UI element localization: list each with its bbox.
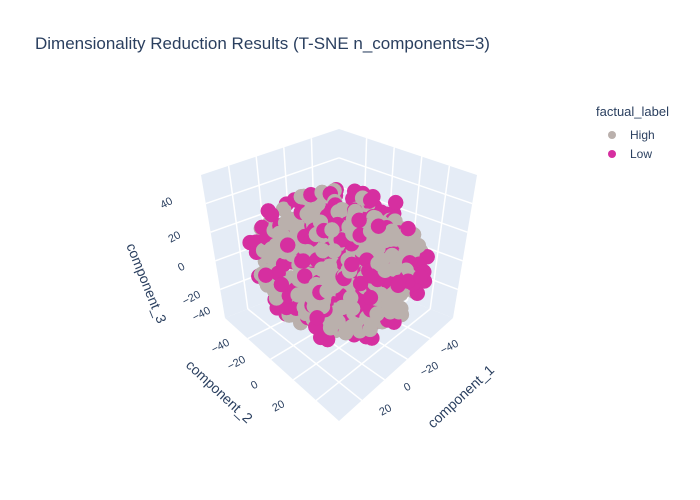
data-point-low xyxy=(362,192,379,208)
legend-label-low: Low xyxy=(630,146,653,161)
data-point-low xyxy=(370,218,387,234)
points-layer xyxy=(242,181,435,348)
data-point-high xyxy=(384,247,400,264)
grid-right-h xyxy=(338,157,473,205)
z-tick-label: 0 xyxy=(176,261,187,274)
legend-title: factual_label xyxy=(596,104,669,119)
data-point-low xyxy=(344,256,360,273)
data-point-low xyxy=(390,277,406,294)
y-axis-title: component_2 xyxy=(183,357,256,427)
legend-label-high: High xyxy=(630,127,655,142)
data-point-low xyxy=(387,194,404,211)
data-point-high xyxy=(326,243,342,259)
x-tick-label: 0 xyxy=(402,381,413,394)
data-point-low xyxy=(363,268,379,284)
data-point-high xyxy=(342,290,359,306)
data-point-high xyxy=(324,222,340,238)
y-tick-label: −20 xyxy=(226,354,248,373)
legend-item-low[interactable]: Low xyxy=(608,144,669,163)
y-tick-label: −40 xyxy=(210,337,232,356)
z-tick-label: 20 xyxy=(166,229,182,245)
grid-floor-b xyxy=(247,308,363,401)
data-point-high xyxy=(330,313,346,330)
y-tick-label: 0 xyxy=(249,379,260,392)
z-tick-label: −20 xyxy=(181,289,203,308)
z-axis-title: component_3 xyxy=(123,241,170,326)
chart-title: Dimensionality Reduction Results (T-SNE … xyxy=(35,34,490,53)
y-tick-label: 20 xyxy=(270,398,286,414)
data-point-low xyxy=(295,253,311,269)
data-point-high xyxy=(377,232,393,249)
data-point-high xyxy=(386,261,402,277)
legend-marker-high xyxy=(608,130,616,139)
legend-marker-low xyxy=(608,149,616,158)
x-tick-label: −40 xyxy=(439,338,461,357)
data-point-high xyxy=(277,215,294,231)
z-tick-label: 40 xyxy=(158,195,174,211)
data-point-high xyxy=(314,261,330,277)
grid-left-h xyxy=(205,157,340,205)
data-point-low xyxy=(279,237,296,253)
data-point-high xyxy=(380,296,397,313)
x-tick-label: 20 xyxy=(377,402,393,418)
data-point-low xyxy=(263,206,280,223)
data-point-high xyxy=(268,290,285,306)
data-point-high xyxy=(410,237,427,254)
data-point-low xyxy=(258,267,274,283)
grid-floor-a xyxy=(315,308,431,401)
data-point-low xyxy=(273,276,290,293)
data-point-low xyxy=(400,220,416,237)
z-tick-label: −40 xyxy=(191,305,213,324)
data-point-low xyxy=(351,212,367,229)
data-point-low xyxy=(412,269,429,285)
legend: factual_label High Low xyxy=(596,104,669,163)
grid-right-v xyxy=(429,165,451,310)
legend-item-high[interactable]: High xyxy=(608,125,669,144)
data-point-low xyxy=(362,289,379,306)
x-tick-label: −20 xyxy=(419,360,441,379)
grid-left-v xyxy=(227,165,249,310)
data-point-high xyxy=(346,317,363,333)
data-point-low xyxy=(309,310,325,326)
